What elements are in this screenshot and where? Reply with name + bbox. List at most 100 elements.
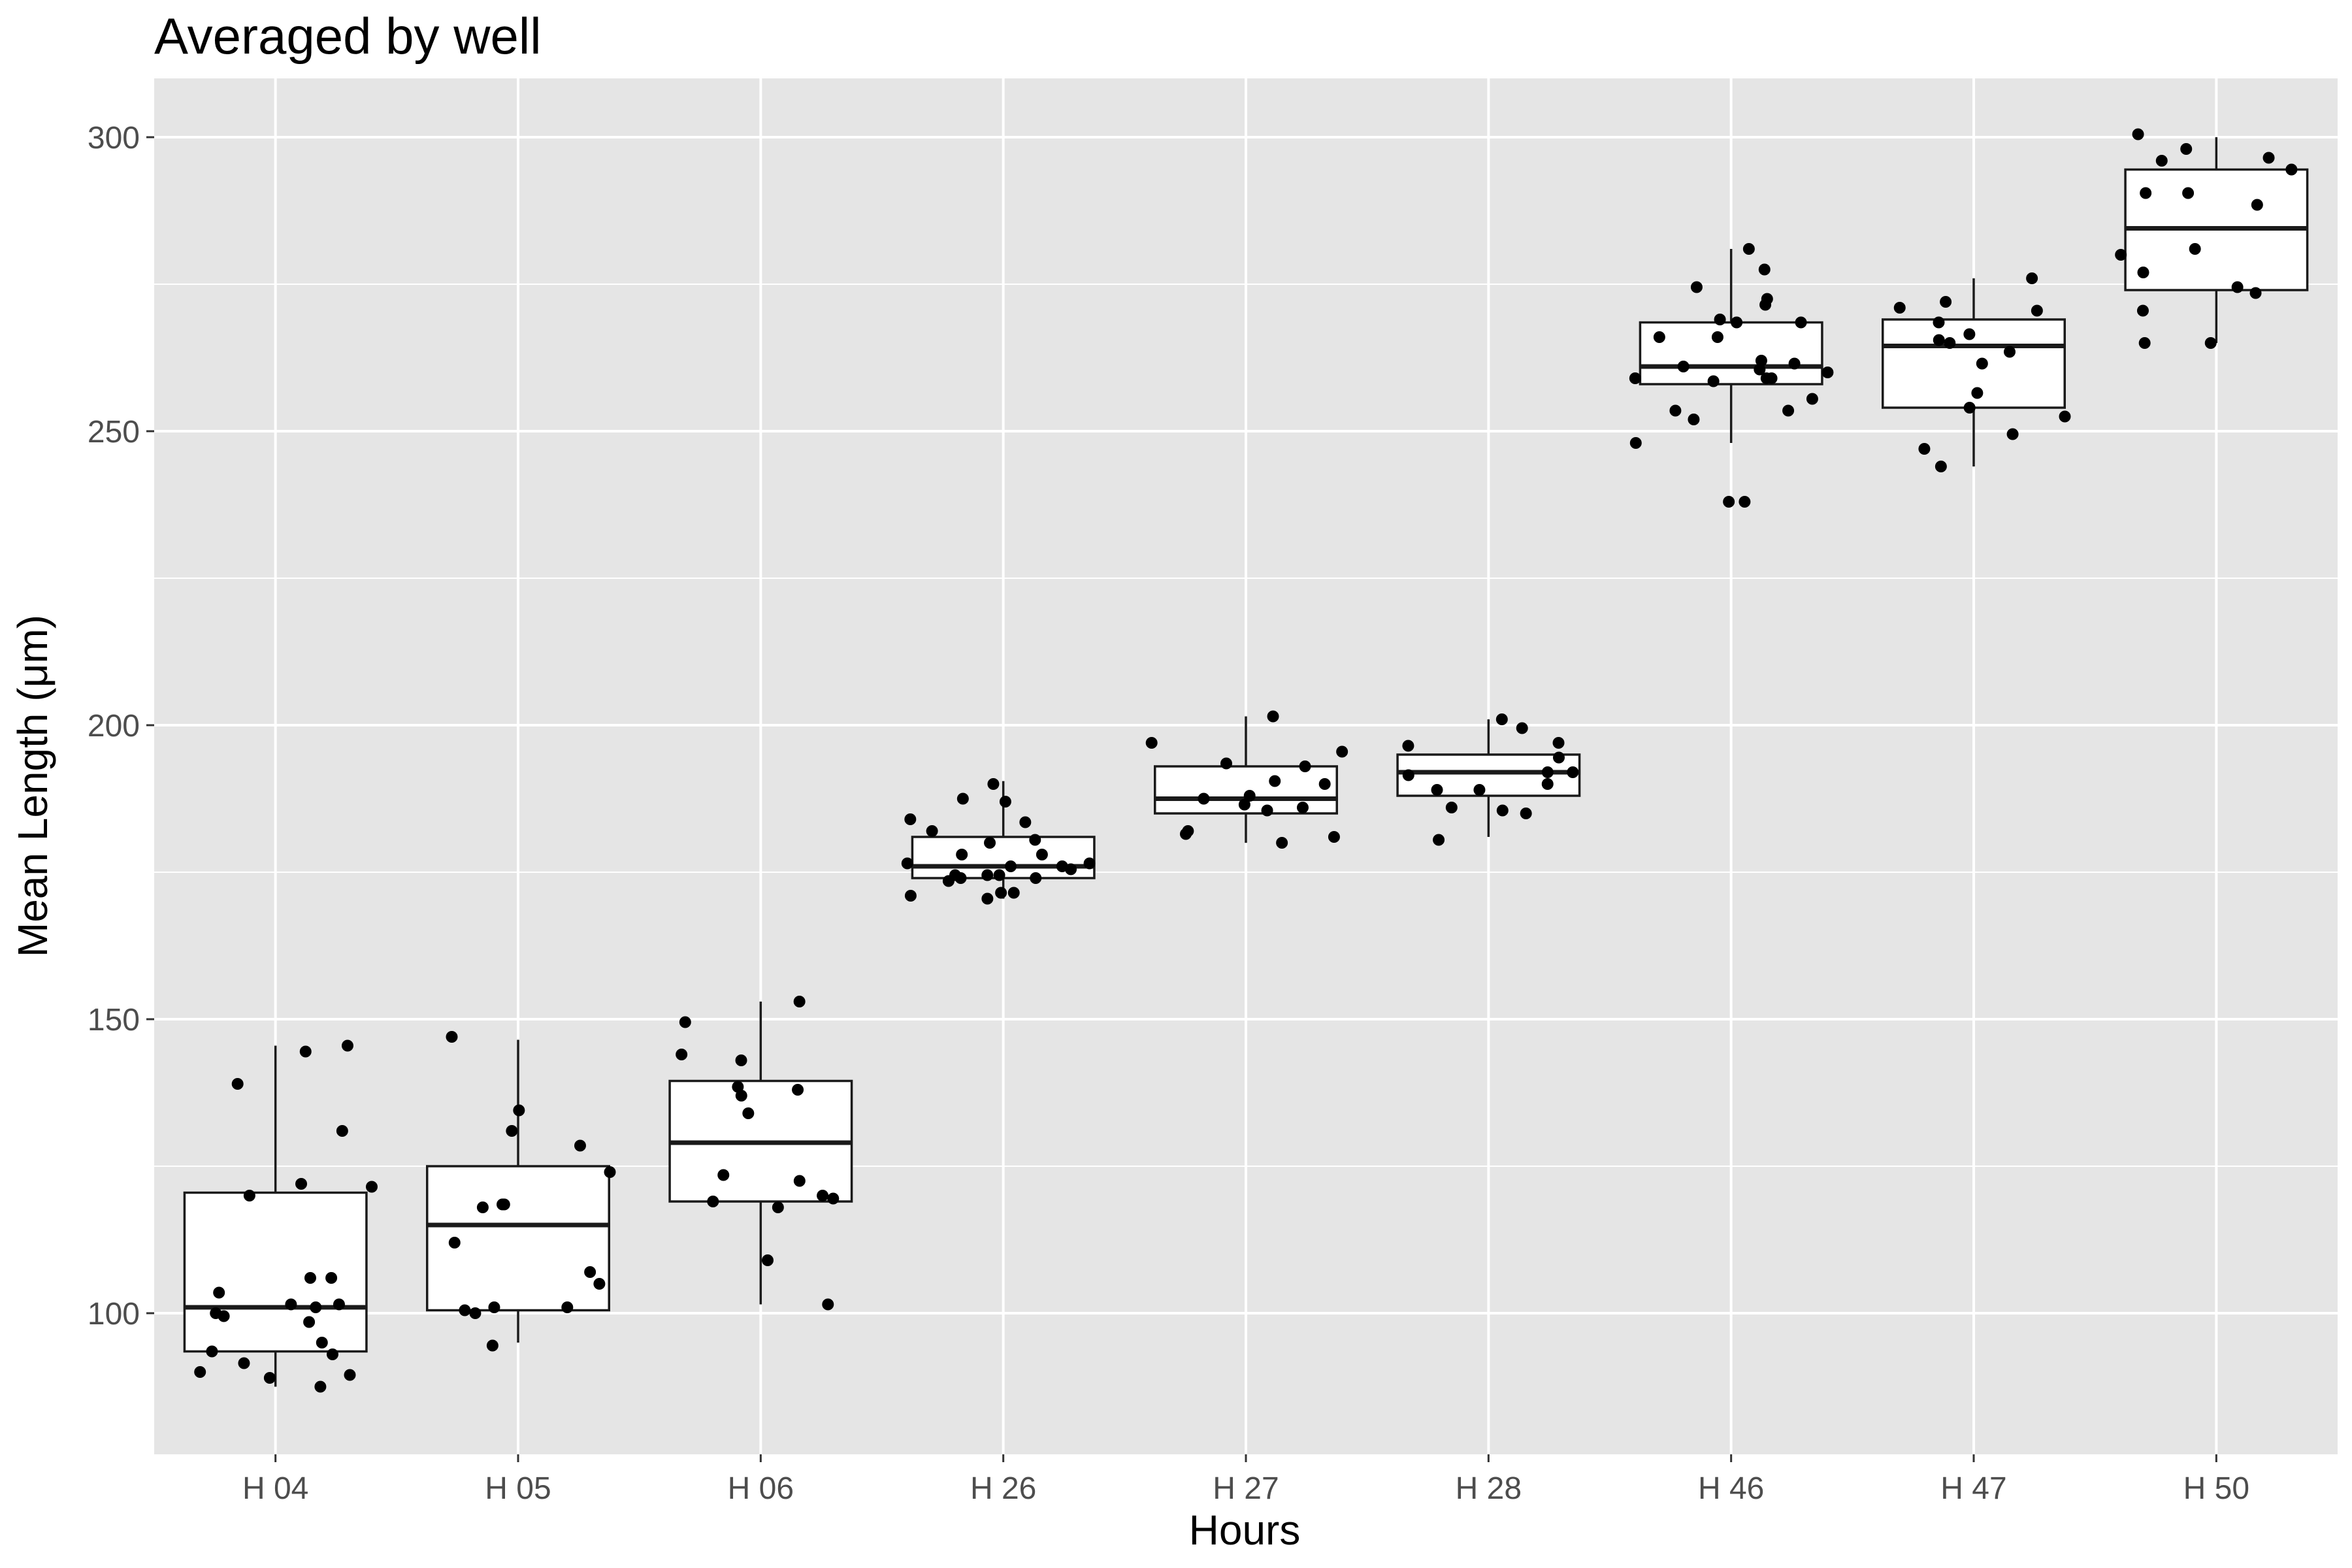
data-point (1276, 837, 1288, 849)
data-point (1005, 860, 1017, 872)
data-point (1516, 722, 1528, 734)
data-point (1760, 372, 1772, 384)
data-point (2136, 304, 2149, 317)
box-iqr (183, 1191, 368, 1353)
box-iqr (1639, 321, 1823, 385)
x-tick-label: H 05 (485, 1471, 551, 1506)
data-point (995, 887, 1007, 899)
data-point (1299, 760, 1311, 772)
data-point (1933, 334, 1945, 346)
data-point (1976, 357, 1988, 370)
data-point (1821, 367, 1834, 378)
data-point (793, 996, 806, 1007)
data-point (194, 1366, 206, 1378)
chart-title: Averaged by well (154, 7, 542, 65)
data-point (1963, 402, 1976, 414)
x-axis-title: Hours (1189, 1507, 1301, 1554)
data-point (459, 1304, 471, 1316)
data-point (1552, 737, 1565, 749)
data-point (295, 1178, 308, 1190)
data-point (263, 1372, 276, 1384)
data-point (206, 1345, 218, 1358)
data-point (1029, 834, 1041, 846)
data-point (1030, 872, 1042, 884)
data-point (1629, 372, 1641, 384)
data-point (993, 869, 1005, 881)
data-point (2251, 199, 2263, 211)
data-point (1653, 331, 1665, 343)
data-point (2006, 428, 2019, 440)
data-point (761, 1254, 774, 1266)
data-point (987, 778, 1000, 790)
data-point (1567, 766, 1579, 778)
data-point (304, 1272, 316, 1284)
data-point (981, 869, 994, 881)
boxplot (2124, 137, 2309, 343)
x-tick-label: H 47 (1940, 1471, 2006, 1506)
data-point (2204, 337, 2217, 349)
data-point (2285, 163, 2298, 176)
boxplot (668, 1002, 853, 1305)
data-point (1711, 331, 1723, 343)
data-point (1690, 281, 1703, 293)
data-point (243, 1190, 255, 1201)
data-point (1788, 357, 1801, 370)
data-point (1473, 784, 1486, 796)
data-point (1714, 314, 1726, 325)
data-point (336, 1125, 348, 1137)
data-point (593, 1278, 606, 1290)
data-point (1431, 784, 1443, 796)
data-point (707, 1196, 719, 1207)
data-point (1083, 857, 1096, 870)
data-point (316, 1337, 328, 1348)
data-point (1065, 863, 1077, 875)
data-point (365, 1181, 378, 1193)
data-point (1269, 775, 1281, 787)
data-point (817, 1190, 829, 1201)
data-point (1145, 737, 1158, 749)
data-point (772, 1201, 784, 1213)
x-tick-label: H 27 (1213, 1471, 1279, 1506)
data-point (1238, 798, 1250, 811)
data-point (285, 1298, 297, 1311)
data-point (1731, 316, 1743, 329)
data-point (333, 1298, 345, 1311)
data-point (314, 1380, 327, 1393)
data-point (506, 1125, 518, 1137)
data-point (299, 1045, 312, 1058)
data-point (2182, 187, 2195, 199)
data-point (604, 1166, 616, 1178)
data-point (955, 872, 967, 884)
data-point (574, 1139, 586, 1152)
data-point (793, 1175, 806, 1187)
x-tick-label: H 28 (1456, 1471, 1522, 1506)
data-point (1669, 404, 1682, 417)
data-point (926, 825, 938, 837)
data-point (999, 796, 1011, 808)
data-point (742, 1107, 755, 1119)
x-axis: H 04 H 05 H 06 H 26 H 27 H 28 H 46 H 47 H 50 (242, 1454, 2249, 1506)
x-tick-label: H 46 (1698, 1471, 1764, 1506)
y-axis-title: Mean Length (μm) (9, 615, 56, 957)
data-point (1267, 710, 1279, 723)
data-point (2180, 143, 2193, 155)
data-point (341, 1039, 353, 1052)
data-point (1782, 404, 1795, 417)
data-point (942, 875, 955, 887)
data-point (584, 1266, 596, 1278)
data-point (1007, 887, 1020, 899)
data-point (486, 1339, 498, 1352)
data-point (1742, 243, 1755, 255)
data-point (344, 1369, 356, 1381)
data-point (2140, 187, 2152, 199)
data-point (2262, 152, 2275, 164)
x-tick-label: H 04 (242, 1471, 308, 1506)
y-tick-label: 250 (88, 415, 140, 449)
data-point (2155, 155, 2168, 167)
data-point (218, 1310, 230, 1322)
data-point (213, 1286, 225, 1299)
data-point (1552, 751, 1565, 764)
data-point (956, 849, 968, 860)
data-point (498, 1198, 510, 1211)
